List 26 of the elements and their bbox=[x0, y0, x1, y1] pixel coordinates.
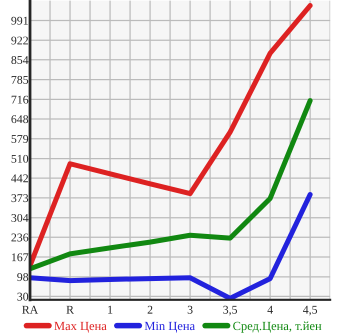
y-tick-label: 236 bbox=[11, 234, 28, 242]
x-tick-label: R bbox=[66, 306, 74, 314]
y-tick-label: 854 bbox=[11, 56, 28, 64]
x-tick-label: 3 bbox=[188, 306, 193, 314]
y-tick-label: 579 bbox=[12, 135, 28, 143]
y-tick-label: 991 bbox=[11, 16, 28, 25]
y-tick-label: 304 bbox=[11, 214, 28, 222]
y-tick-label: 167 bbox=[12, 253, 28, 262]
y-tick-label: 98 bbox=[17, 273, 28, 282]
x-tick-label: 4,5 bbox=[303, 306, 318, 316]
x-tick-label: 2 bbox=[148, 306, 152, 314]
y-tick-label: 785 bbox=[12, 76, 28, 84]
y-tick-label: 716 bbox=[12, 96, 28, 104]
x-tick-label: 3,5 bbox=[223, 306, 238, 316]
y-tick-label: 648 bbox=[11, 115, 28, 124]
legend-label: Сред.Цена, т.йен bbox=[233, 321, 322, 333]
y-tick-label: 442 bbox=[11, 174, 28, 182]
legend-label: Max Цена bbox=[54, 322, 107, 333]
y-tick-label: 30 bbox=[17, 292, 28, 301]
x-tick-label: RA bbox=[22, 306, 38, 314]
y-tick-label: 510 bbox=[12, 154, 28, 163]
x-tick-label: 4 bbox=[267, 306, 273, 314]
y-tick-label: 922 bbox=[11, 36, 28, 44]
legend-label: Min Цена bbox=[144, 322, 195, 333]
y-tick-label: 373 bbox=[11, 194, 28, 202]
x-tick-label: 1 bbox=[108, 306, 112, 314]
